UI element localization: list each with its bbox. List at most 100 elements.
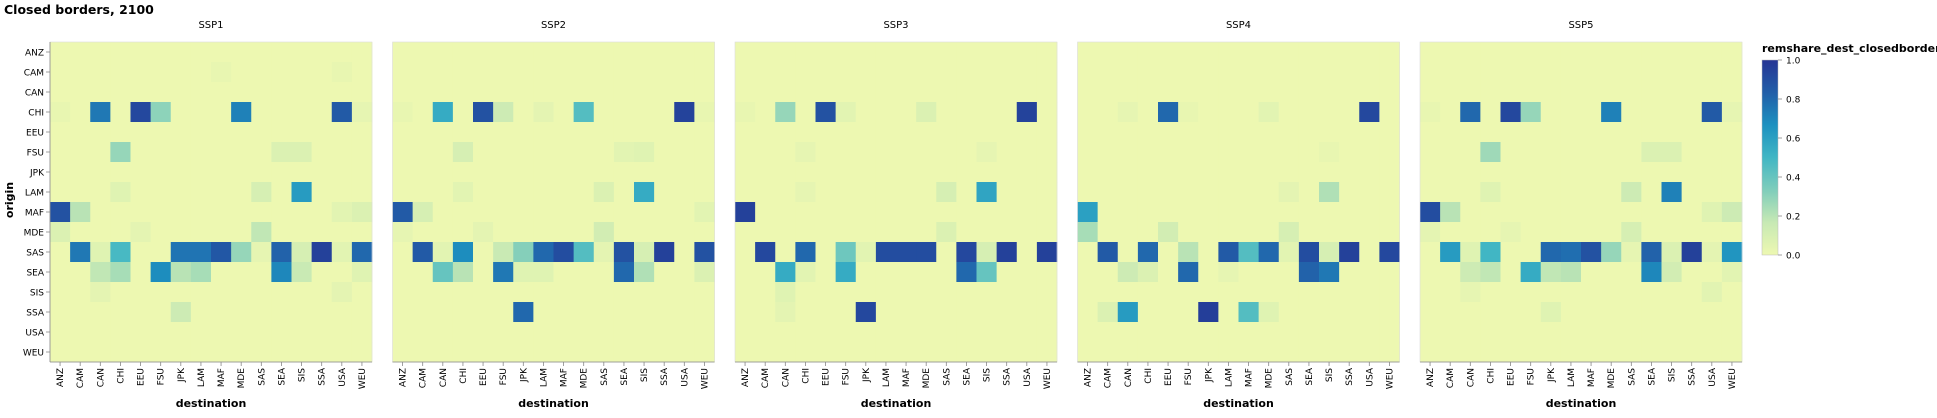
heatmap-cell <box>735 182 756 203</box>
heatmap-cell <box>613 182 635 203</box>
heatmap-cell <box>775 202 796 223</box>
heatmap-cell <box>634 122 655 143</box>
heatmap-cell <box>775 242 796 263</box>
heatmap-cell <box>896 142 917 163</box>
heatmap-cell <box>190 142 212 163</box>
heatmap-cell <box>1621 162 1642 183</box>
heatmap-cell <box>1036 342 1058 363</box>
heatmap-cell <box>795 242 816 263</box>
heatmap-cell <box>855 162 877 183</box>
heatmap-cell <box>896 122 917 143</box>
heatmap-cell <box>795 182 816 203</box>
heatmap-cell <box>593 122 615 143</box>
heatmap-cell <box>90 42 111 63</box>
heatmap-cell <box>1319 202 1340 223</box>
heatmap-cell <box>916 282 937 303</box>
heatmap-cell <box>150 322 172 343</box>
heatmap-cell <box>1379 302 1400 323</box>
heatmap-cell <box>1581 242 1602 263</box>
heatmap-cell <box>875 322 897 343</box>
heatmap-cell <box>271 122 292 143</box>
heatmap-cell <box>351 182 373 203</box>
heatmap-cell <box>231 162 252 183</box>
heatmap-cell <box>573 202 595 223</box>
x-tick-label: LAM <box>197 368 207 387</box>
heatmap-cell <box>1016 82 1038 103</box>
heatmap-cell <box>1480 82 1501 103</box>
x-tick-label: SAS <box>1627 368 1637 386</box>
heatmap-cell <box>1097 302 1119 323</box>
x-tick-label: SAS <box>1285 368 1295 386</box>
y-tick-label: CAM <box>24 69 44 79</box>
heatmap-cell <box>70 302 91 323</box>
heatmap-cell <box>1520 322 1542 343</box>
heatmap-cell <box>50 262 71 283</box>
heatmap-cell <box>473 82 494 103</box>
heatmap-cell <box>50 102 71 123</box>
heatmap-cell <box>392 122 414 143</box>
heatmap-cell <box>916 342 937 363</box>
heatmap-cell <box>473 62 494 83</box>
heatmap-cell <box>1460 102 1481 123</box>
heatmap-cell <box>473 122 494 143</box>
x-tick-label: WEU <box>1385 368 1395 389</box>
heatmap-cell <box>331 322 353 343</box>
heatmap-cell <box>70 222 91 243</box>
heatmap-cell <box>50 342 71 363</box>
heatmap-cell <box>1701 222 1723 243</box>
heatmap-cell <box>815 42 837 63</box>
legend-tick-label: 0.6 <box>1786 135 1801 145</box>
heatmap-cell <box>50 62 71 83</box>
heatmap-cell <box>473 142 494 163</box>
heatmap-cell <box>1258 282 1280 303</box>
heatmap-cell <box>493 282 514 303</box>
heatmap-cell <box>1440 322 1461 343</box>
heatmap-cell <box>190 162 212 183</box>
heatmap-cell <box>1480 42 1501 63</box>
heatmap-cell <box>90 142 111 163</box>
heatmap-cell <box>1480 162 1501 183</box>
heatmap-cell <box>1460 242 1481 263</box>
heatmap-cell <box>50 182 71 203</box>
heatmap-cell <box>1379 242 1400 263</box>
heatmap-cell <box>835 302 857 323</box>
x-tick-label: SSA <box>1003 367 1013 386</box>
heatmap-cell <box>211 42 232 63</box>
heatmap-cell <box>271 102 292 123</box>
heatmap-cell <box>150 82 172 103</box>
heatmap-cell <box>513 262 534 283</box>
heatmap-cell <box>1137 262 1159 283</box>
heatmap-cell <box>1036 62 1058 83</box>
heatmap-cell <box>1460 262 1481 283</box>
heatmap-cell <box>1278 202 1300 223</box>
heatmap-cell <box>1117 42 1139 63</box>
heatmap-cell <box>1701 322 1723 343</box>
heatmap-cell <box>1681 82 1703 103</box>
heatmap-cell <box>694 222 715 243</box>
heatmap-cell <box>1379 162 1400 183</box>
heatmap-cell <box>755 262 776 283</box>
heatmap-cell <box>170 322 192 343</box>
heatmap-cell <box>1016 302 1038 323</box>
heatmap-cell <box>1601 122 1622 143</box>
heatmap-cell <box>190 62 212 83</box>
heatmap-cell <box>1701 342 1723 363</box>
heatmap-cell <box>1117 122 1139 143</box>
x-tick-label: SAS <box>257 368 267 386</box>
heatmap-cell <box>936 82 957 103</box>
heatmap-cell <box>452 322 474 343</box>
heatmap-cell <box>1621 182 1642 203</box>
heatmap-cell <box>674 322 695 343</box>
heatmap-cell <box>1379 182 1400 203</box>
heatmap-cell <box>1198 342 1219 363</box>
x-tick-label: EEU <box>822 368 832 386</box>
heatmap-cell <box>976 162 998 183</box>
x-tick-label: ANZ <box>56 368 66 387</box>
heatmap-cell <box>331 202 353 223</box>
heatmap-cell <box>1661 182 1683 203</box>
heatmap-cell <box>1198 202 1219 223</box>
heatmap-cell <box>1258 102 1280 123</box>
heatmap-cell <box>735 62 756 83</box>
heatmap-cell <box>291 42 313 63</box>
heatmap-cell <box>1339 162 1360 183</box>
